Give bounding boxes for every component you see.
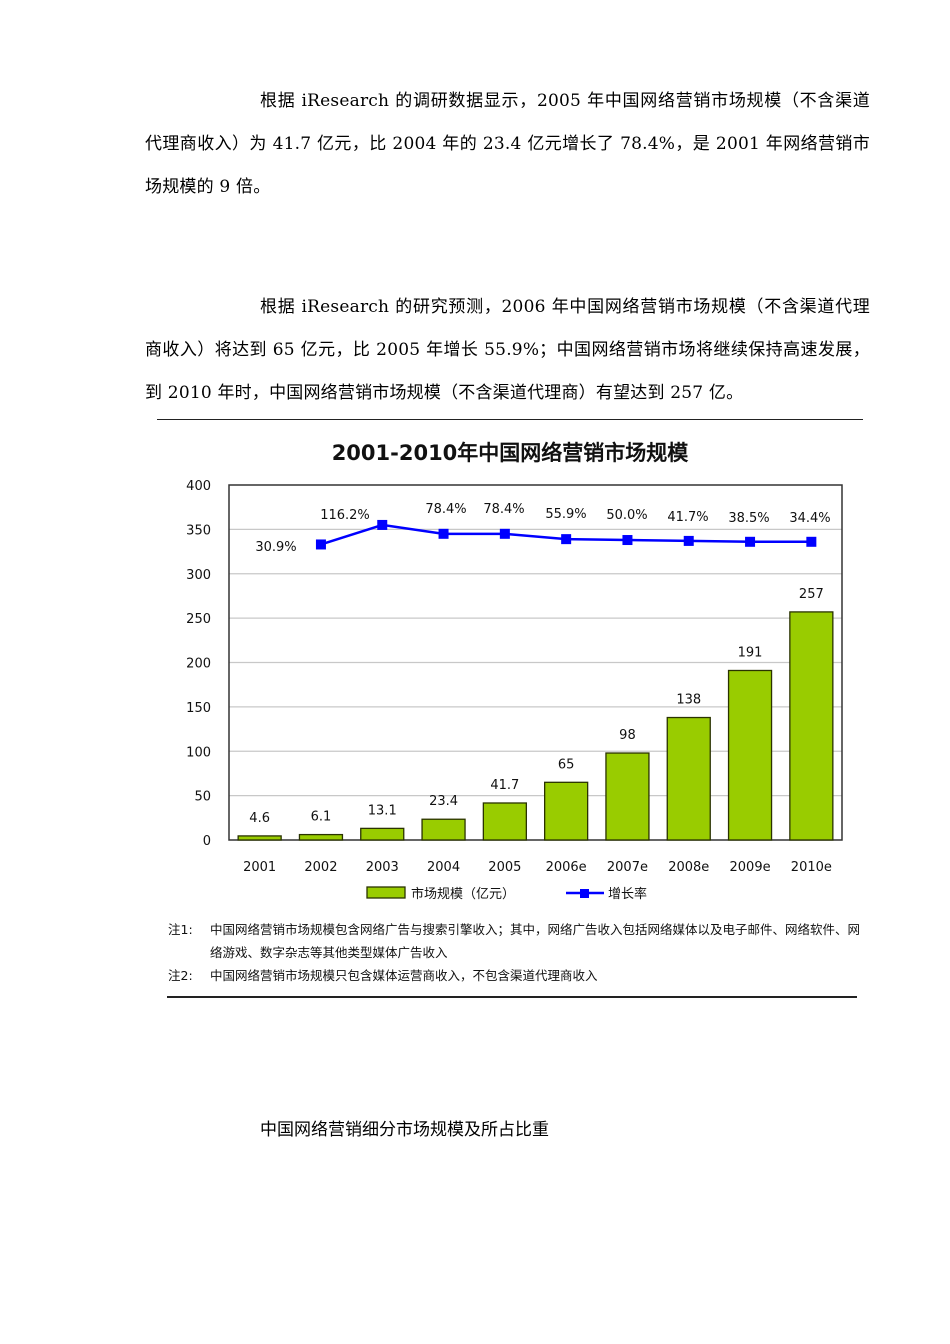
x-tick-label: 2004 xyxy=(427,860,460,875)
x-tick-label: 2008e xyxy=(668,860,709,875)
y-tick-label: 250 xyxy=(186,612,211,627)
x-tick-label: 2005 xyxy=(488,860,521,875)
bar-value-label: 191 xyxy=(738,645,763,660)
bar-2008e xyxy=(666,716,711,841)
chart-plot: 0 50 100 150 200 250 300 350 400 4.6 2001 6.1 2002 13… xyxy=(186,479,843,902)
growth-rate-marker xyxy=(806,536,817,547)
x-tick-label: 2009e xyxy=(730,860,771,875)
x-tick-label: 2002 xyxy=(304,860,337,875)
top-divider xyxy=(157,419,863,420)
bar-value-label: 257 xyxy=(799,587,824,602)
growth-rate-label: 50.0% xyxy=(606,508,647,523)
bar-value-label: 138 xyxy=(676,693,701,708)
y-tick-label: 350 xyxy=(186,523,211,538)
paragraph-2005-market: 根据 iResearch 的调研数据显示，2005 年中国网络营销市场规模（不含… xyxy=(145,91,870,197)
x-tick-label: 2003 xyxy=(366,860,399,875)
bar-value-label: 13.1 xyxy=(368,803,397,818)
growth-rate-marker xyxy=(683,535,694,546)
growth-rate-label: 38.5% xyxy=(728,511,769,526)
bar-2003 xyxy=(360,827,405,841)
growth-rate-label: 41.7% xyxy=(667,510,708,525)
growth-rate-label: 78.4% xyxy=(483,502,524,517)
legend-bar-label: 市场规模（亿元） xyxy=(411,886,515,902)
legend-line-label: 增长率 xyxy=(608,886,647,902)
bar-value-label: 6.1 xyxy=(311,810,332,825)
bar-value-label: 23.4 xyxy=(429,794,458,809)
legend-bar-swatch xyxy=(366,886,406,899)
bar-value-label: 41.7 xyxy=(490,778,519,793)
growth-rate-marker xyxy=(499,528,510,539)
section-heading: 中国网络营销细分市场规模及所占比重 xyxy=(260,1120,549,1140)
chart-notes: 注1: 中国网络营销市场规模包含网络广告与搜索引擎收入；其中，网络广告收入包括网… xyxy=(168,918,860,987)
growth-rate-marker xyxy=(377,519,388,530)
bar-2004 xyxy=(421,818,466,841)
growth-rate-marker xyxy=(561,534,572,545)
note-2-text: 中国网络营销市场规模只包含媒体运营商收入，不包含渠道代理商收入 xyxy=(210,968,598,983)
growth-rate-label: 30.9% xyxy=(255,540,296,555)
bar-2006e xyxy=(544,781,589,841)
bar-2010e xyxy=(789,611,834,841)
growth-rate-label: 34.4% xyxy=(789,511,830,526)
paragraph-2006-forecast: 根据 iResearch 的研究预测，2006 年中国网络营销市场规模（不含渠道… xyxy=(145,297,870,403)
growth-rate-marker xyxy=(622,535,633,546)
bar-value-label: 4.6 xyxy=(249,811,270,826)
y-tick-label: 50 xyxy=(194,790,211,805)
chart-title: 2001-2010年中国网络营销市场规模 xyxy=(331,441,689,465)
bar-value-label: 98 xyxy=(619,728,636,743)
growth-rate-label: 55.9% xyxy=(545,507,586,522)
bar-2005 xyxy=(482,802,528,841)
growth-rate-marker xyxy=(315,539,326,550)
note-2: 注2: 中国网络营销市场规模只包含媒体运营商收入，不包含渠道代理商收入 xyxy=(168,964,860,987)
bar-2009e xyxy=(727,669,773,841)
legend-line-marker xyxy=(580,889,589,898)
growth-rate-label: 116.2% xyxy=(320,508,370,523)
y-tick-label: 300 xyxy=(186,568,211,583)
y-tick-label: 200 xyxy=(186,657,211,672)
market-size-chart: 2001-2010年中国网络营销市场规模 0 50 100 150 200 250 300 3… xyxy=(150,425,870,995)
note-1-key: 注1: xyxy=(168,922,193,937)
x-tick-label: 2007e xyxy=(607,860,648,875)
x-tick-label: 2006e xyxy=(546,860,587,875)
x-tick-label: 2010e xyxy=(791,860,832,875)
growth-rate-marker xyxy=(745,536,756,547)
note-1: 注1: 中国网络营销市场规模包含网络广告与搜索引擎收入；其中，网络广告收入包括网… xyxy=(168,918,860,964)
y-tick-label: 100 xyxy=(186,745,211,760)
bottom-divider xyxy=(167,996,857,998)
bar-value-label: 65 xyxy=(558,757,575,772)
bar-2007e xyxy=(605,752,650,841)
growth-rate-label: 78.4% xyxy=(425,502,466,517)
y-tick-label: 0 xyxy=(203,834,211,849)
x-tick-label: 2001 xyxy=(243,860,276,875)
note-2-key: 注2: xyxy=(168,968,193,983)
growth-rate-marker xyxy=(438,528,449,539)
bar-2002 xyxy=(298,833,344,841)
plot-frame xyxy=(228,484,843,841)
y-tick-label: 400 xyxy=(186,479,211,494)
bar-2001 xyxy=(237,835,282,841)
y-tick-label: 150 xyxy=(186,701,211,716)
note-1-text: 中国网络营销市场规模包含网络广告与搜索引擎收入；其中，网络广告收入包括网络媒体以… xyxy=(210,922,861,960)
